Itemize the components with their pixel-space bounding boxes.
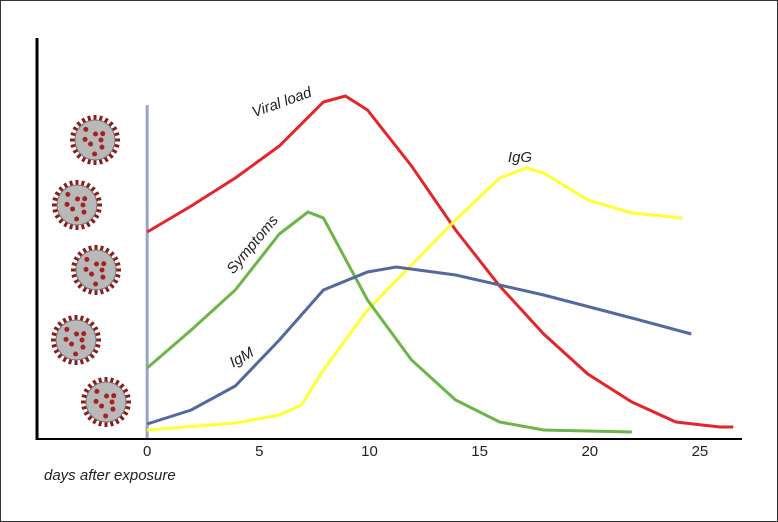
series-label: IgG	[508, 149, 533, 166]
virus-dot	[64, 201, 70, 207]
virus-dot	[99, 267, 105, 273]
virus-dot	[73, 351, 79, 357]
virus-dot	[101, 261, 107, 267]
virus-dot	[111, 393, 117, 399]
virus-dot	[94, 388, 100, 394]
virus-dot	[83, 126, 89, 132]
virus-dot	[63, 336, 69, 342]
virus-dot	[84, 256, 90, 262]
virus-dot	[109, 399, 115, 405]
virus-dot	[100, 274, 106, 280]
virus-dot	[99, 403, 105, 409]
virus-dot	[100, 131, 106, 137]
line	[146, 94, 734, 429]
virus-dot	[82, 136, 88, 142]
virus-dot	[83, 266, 89, 272]
virus-dot	[94, 261, 100, 267]
x-tick-label: 20	[581, 443, 598, 460]
x-tick-label: 5	[255, 443, 263, 460]
line	[146, 210, 632, 434]
virus-icons	[51, 115, 131, 427]
virus-dot	[89, 271, 95, 277]
virus-dot	[103, 413, 109, 419]
virus-dot	[110, 406, 116, 412]
virus-dot	[70, 206, 76, 212]
virus-dot	[74, 331, 80, 337]
x-axis-label: days after exposure	[44, 467, 176, 484]
virus-dot	[75, 196, 81, 202]
virus-dot	[88, 141, 94, 147]
virus-dot	[80, 344, 86, 350]
x-tick-label: 15	[471, 443, 488, 460]
x-tick-label: 10	[361, 443, 378, 460]
virus-dot	[80, 202, 86, 208]
virus-dot	[92, 151, 98, 157]
virus-dot	[82, 196, 88, 202]
virus-dot	[79, 337, 85, 343]
virus-dot	[104, 393, 110, 399]
virus-dot	[93, 281, 99, 287]
virus-dot	[69, 341, 75, 347]
virus-dot	[81, 331, 87, 337]
x-tick-label: 0	[143, 443, 151, 460]
virus-dot	[93, 131, 99, 137]
line	[146, 265, 692, 426]
line	[147, 166, 683, 432]
virus-dot	[99, 144, 105, 150]
x-tick-label: 25	[692, 443, 709, 460]
virus-dot	[74, 216, 80, 222]
virus-dot	[93, 398, 99, 404]
virus-dot	[65, 191, 71, 197]
virus-dot	[98, 137, 104, 143]
virus-dot	[64, 326, 70, 332]
virus-dot	[81, 209, 87, 215]
